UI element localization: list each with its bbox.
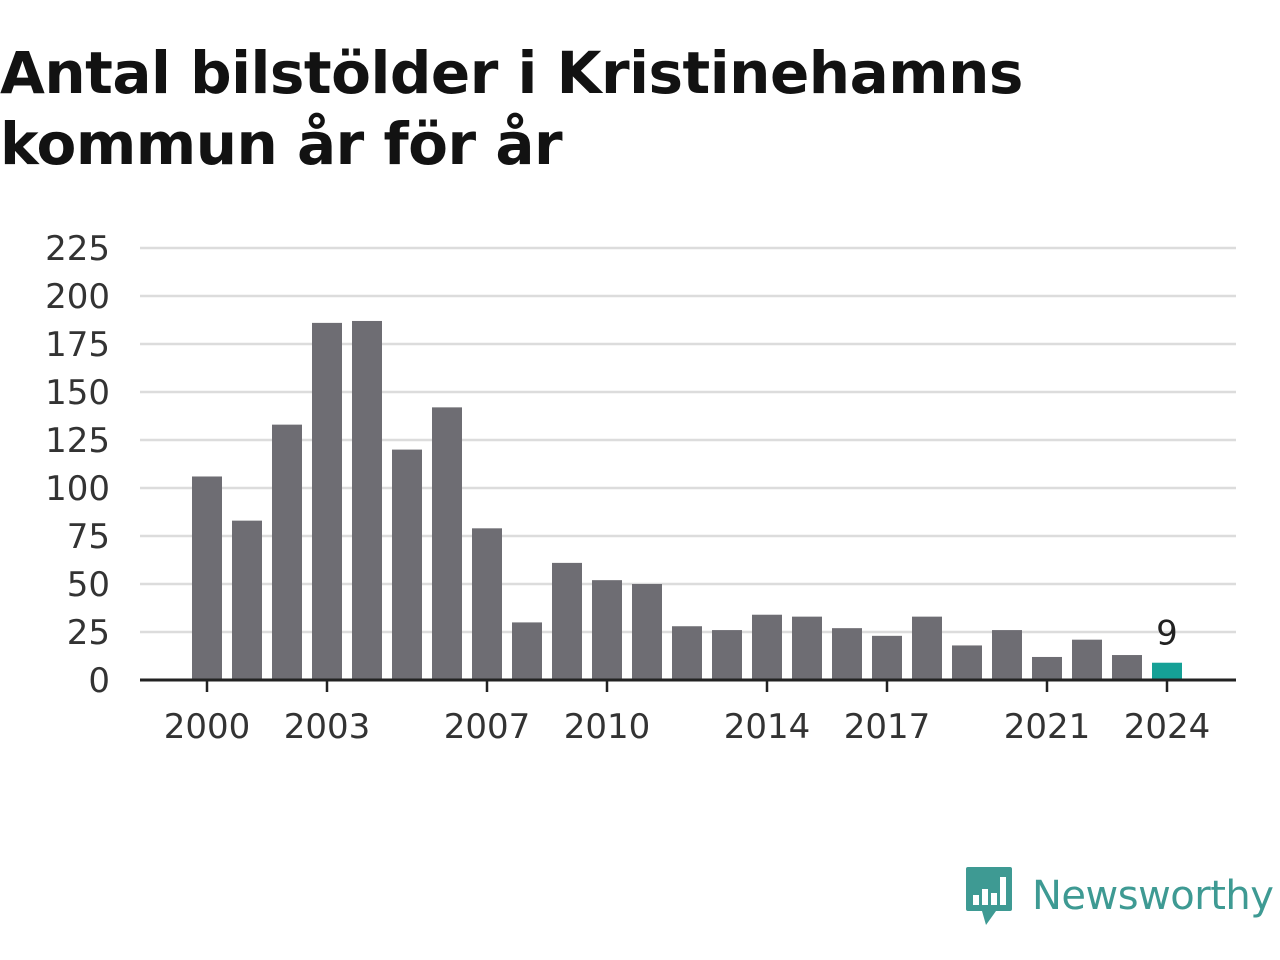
bar <box>1112 655 1142 680</box>
y-axis-tick-labels: 0 25 50 75 100 125 150 175 200 225 <box>45 229 110 701</box>
bar <box>1152 662 1182 680</box>
x-axis-tick-labels: 2000 2003 2007 2010 2014 2017 2021 2024 <box>164 707 1211 747</box>
bar <box>592 580 622 680</box>
bar <box>912 616 942 680</box>
y-tick-label: 0 <box>88 661 110 701</box>
brand-name: Newsworthy <box>1032 873 1274 919</box>
x-tick-label: 2024 <box>1124 707 1211 747</box>
bar <box>832 628 862 680</box>
x-tick-label: 2014 <box>724 707 811 747</box>
x-tick-label: 2010 <box>564 707 651 747</box>
x-axis <box>140 678 1236 692</box>
x-tick-label: 2007 <box>444 707 531 747</box>
newsworthy-logo-icon <box>966 867 1012 925</box>
bar <box>632 584 662 680</box>
bar <box>672 626 702 680</box>
gridlines <box>140 246 1236 634</box>
bar <box>192 476 222 680</box>
y-tick-label: 200 <box>45 277 110 317</box>
bar <box>952 645 982 680</box>
bar <box>992 630 1022 680</box>
bar <box>1072 639 1102 680</box>
bar <box>752 614 782 680</box>
bar <box>512 622 542 680</box>
y-tick-label: 50 <box>67 565 110 605</box>
bar <box>312 322 342 680</box>
x-tick-label: 2017 <box>844 707 931 747</box>
bar <box>352 320 382 680</box>
y-tick-label: 25 <box>67 613 110 653</box>
brand: Newsworthy <box>964 864 1274 928</box>
y-tick-label: 150 <box>45 373 110 413</box>
x-tick-label: 2000 <box>164 707 251 747</box>
y-tick-label: 100 <box>45 469 110 509</box>
bar <box>792 616 822 680</box>
bar <box>232 520 262 680</box>
y-tick-label: 225 <box>45 229 110 269</box>
y-tick-label: 75 <box>67 517 110 557</box>
bar <box>712 630 742 680</box>
bar <box>872 635 902 680</box>
bar <box>272 424 302 680</box>
data-labels: 9 <box>1156 614 1178 654</box>
x-tick-label: 2021 <box>1004 707 1091 747</box>
y-tick-label: 125 <box>45 421 110 461</box>
bar <box>392 449 422 680</box>
bar <box>472 528 502 680</box>
bar <box>1032 656 1062 680</box>
y-tick-label: 175 <box>45 325 110 365</box>
x-tick-label: 2003 <box>284 707 371 747</box>
bar <box>432 407 462 680</box>
bar <box>552 562 582 680</box>
bars <box>192 320 1182 680</box>
data-label: 9 <box>1156 614 1178 654</box>
chart-title: Antal bilstölder i Kristinehamns kommun … <box>0 39 1023 178</box>
